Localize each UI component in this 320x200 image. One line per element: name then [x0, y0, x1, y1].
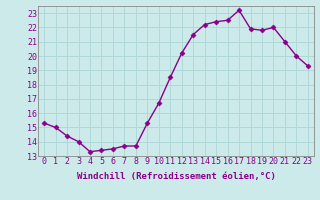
X-axis label: Windchill (Refroidissement éolien,°C): Windchill (Refroidissement éolien,°C)	[76, 172, 276, 181]
